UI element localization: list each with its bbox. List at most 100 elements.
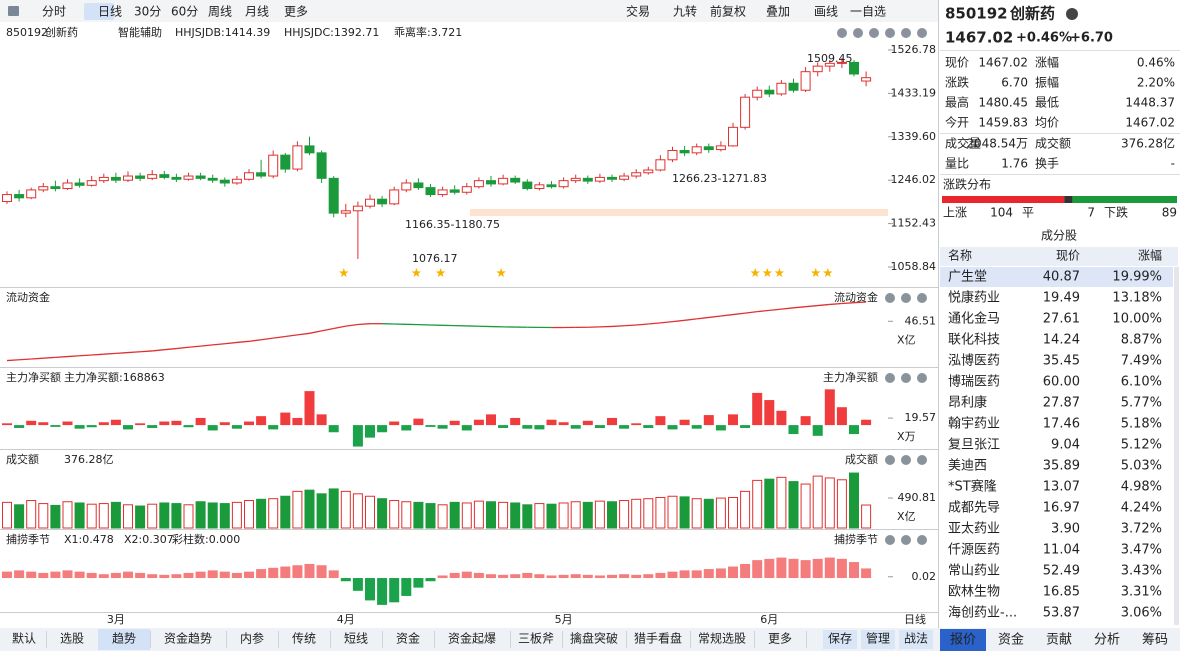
flow-line [321,327,334,332]
panel-icon[interactable] [901,293,911,303]
stock-name[interactable]: 广生堂 [948,270,987,285]
bar [231,425,242,429]
table-header[interactable]: 涨幅 [1138,248,1162,263]
candle-body [836,61,847,64]
field-value: 1467.02 [978,56,1028,70]
info-icon[interactable] [1066,8,1078,20]
stock-name[interactable]: 常山药业 [948,564,1000,579]
panel-icon[interactable] [885,455,895,465]
bottom-tab[interactable]: 趋势 [112,632,136,646]
bar [256,569,267,579]
panel-icon[interactable] [917,373,927,383]
bar [38,572,49,579]
table-header[interactable]: 名称 [948,248,972,263]
panel-icon[interactable] [885,373,895,383]
panel-icon[interactable] [901,28,911,38]
bar [715,568,726,579]
stock-name[interactable]: 翰宇药业 [948,417,1000,432]
bar [183,425,194,428]
y-tick-label: 490.81 [898,491,937,504]
field-value: 1480.45 [978,96,1028,110]
bar [836,558,847,579]
bottom-tab[interactable]: 资金 [396,631,420,646]
bottom-tab[interactable]: 短线 [344,632,368,646]
candle-body [498,177,509,185]
bottom-tab[interactable]: 传统 [292,631,316,646]
stock-name[interactable]: 成都先导 [948,501,1000,516]
bottom-tab[interactable]: 猎手看盘 [634,631,682,646]
action-button[interactable]: 保存 [828,632,852,646]
panel-icon[interactable] [917,455,927,465]
panel-icon[interactable] [885,535,895,545]
stock-name[interactable]: 博瑞医药 [948,375,1000,390]
bottom-tab[interactable]: 默认 [12,631,36,646]
bar [812,425,823,436]
stock-name[interactable]: 亚太药业 [948,522,1000,537]
stock-name[interactable]: 美迪西 [948,459,987,474]
panel-icon[interactable] [869,28,879,38]
stock-price: 3.90 [1051,522,1080,537]
panel-icon[interactable] [917,293,927,303]
period-button[interactable]: 日线 [98,5,122,19]
panel-icon[interactable] [885,293,895,303]
right-tab[interactable]: 资金 [998,632,1024,648]
panel-icon[interactable] [837,28,847,38]
stock-name[interactable]: 复旦张江 [948,438,1000,453]
action-button[interactable]: 战法 [904,632,928,646]
stock-name[interactable]: 海创药业-... [948,606,1017,621]
stock-name[interactable]: 昂利康 [948,395,987,411]
panel-icon[interactable] [917,28,927,38]
volume-bar [183,504,194,529]
stock-name[interactable]: 通化金马 [948,311,1000,327]
tool-button[interactable]: 画线 [814,5,838,19]
stock-name[interactable]: 悦康药业 [948,290,1000,306]
table-header[interactable]: 现价 [1056,249,1080,263]
panel-icon[interactable] [901,535,911,545]
right-tab[interactable]: 报价 [950,633,976,648]
period-button[interactable]: 30分 [134,5,161,19]
bar [316,565,327,579]
volume-bar [776,476,787,529]
panel-icon[interactable] [901,373,911,383]
right-tab[interactable]: 贡献 [1046,633,1072,648]
tool-button[interactable]: 九转 [673,4,697,19]
stock-name[interactable]: 泓博医药 [948,354,1000,369]
stock-name[interactable]: 仟源医药 [948,543,1000,558]
period-button[interactable]: 分时 [42,5,66,19]
bar [849,562,859,579]
period-button[interactable]: 周线 [208,5,232,19]
bottom-tab[interactable]: 内参 [240,631,264,646]
panel-icon[interactable] [885,28,895,38]
stock-name[interactable]: *ST赛隆 [948,479,997,495]
bar [425,425,436,427]
panel-icon[interactable] [853,28,863,38]
stock-name[interactable]: 联化科技 [948,333,1000,348]
bar [401,578,412,596]
period-button[interactable]: 更多 [284,5,308,19]
bar [752,392,763,426]
tool-button[interactable]: 前复权 [710,4,746,19]
tool-button[interactable]: 一自选 [850,5,886,19]
period-button[interactable]: 60分 [171,5,198,19]
bottom-tab[interactable]: 常规选股 [698,631,746,646]
period-button[interactable]: 月线 [245,5,269,19]
right-tab[interactable]: 筹码 [1142,632,1168,648]
tool-button[interactable]: 交易 [626,4,650,19]
stock-price: 19.49 [1043,291,1080,306]
dist-flat-bar [1064,196,1073,203]
stock-change: 8.87% [1121,333,1162,348]
tool-button[interactable]: 叠加 [766,5,790,19]
bottom-tab[interactable]: 资金起爆 [448,631,496,646]
bottom-tab[interactable]: 擒盘突破 [570,631,618,646]
stock-name[interactable]: 欧林生物 [948,585,1000,600]
bottom-tab[interactable]: 三板斧 [518,632,554,646]
panel-icon[interactable] [901,455,911,465]
panel-icon[interactable] [917,535,927,545]
bottom-tab[interactable]: 更多 [768,632,792,646]
right-tab[interactable]: 分析 [1094,633,1120,648]
action-button[interactable]: 管理 [866,631,890,646]
volume-bar [268,498,279,529]
field-value: 2048.54万 [966,137,1028,151]
bottom-tab[interactable]: 选股 [60,632,84,646]
bottom-tab[interactable]: 资金趋势 [164,631,212,646]
